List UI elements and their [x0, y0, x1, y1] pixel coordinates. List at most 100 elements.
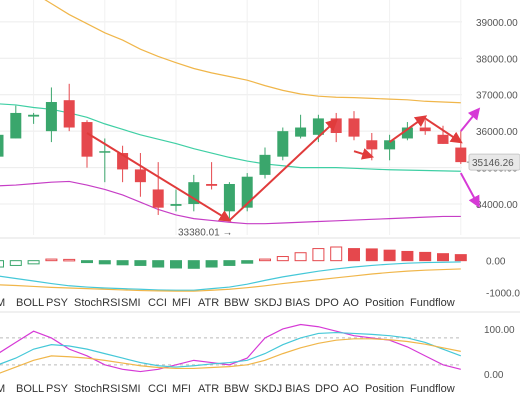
- trend-arrow: [353, 148, 375, 160]
- candle-body: [152, 189, 164, 208]
- indicator-tab-skdj[interactable]: SKDJ: [254, 297, 282, 309]
- macd-dif-line: [0, 261, 461, 291]
- candle-body: [241, 176, 253, 208]
- boll-lower-line: [0, 180, 461, 225]
- indicator-tab-fundflow[interactable]: Fundflow: [410, 383, 455, 395]
- candle-body: [45, 102, 57, 132]
- macd-hist-bar: [116, 260, 129, 266]
- trend-arrow: [460, 107, 481, 132]
- osc-d-line: [0, 331, 462, 368]
- candle-body: [10, 112, 22, 139]
- macd-hist-bar: [330, 246, 343, 262]
- macd-hist-bar: [437, 253, 449, 262]
- trend-arrow: [228, 118, 338, 222]
- macd-tick-label: 0.00: [486, 257, 506, 268]
- trend-arrow: [389, 115, 428, 143]
- macd-hist-bar: [383, 249, 396, 262]
- candle-body: [259, 154, 271, 175]
- indicator-tab-smi[interactable]: SMI: [121, 297, 141, 309]
- indicator-tab-boll[interactable]: BOLL: [16, 297, 44, 309]
- indicator-tab-position[interactable]: Position: [365, 383, 404, 395]
- price-tick-label: 38000.00: [476, 54, 518, 65]
- indicator-tab-psy[interactable]: PSY: [46, 383, 69, 395]
- indicator-tab-bbw[interactable]: BBW: [224, 383, 250, 395]
- macd-hist-bar: [152, 260, 165, 268]
- trend-arrow: [86, 132, 232, 222]
- indicator-tab-atr[interactable]: ATR: [198, 297, 219, 309]
- candle-body: [81, 122, 93, 157]
- indicator-tab-bbw[interactable]: BBW: [224, 297, 250, 309]
- candle-body: [28, 114, 40, 117]
- macd-hist-bar: [205, 260, 218, 268]
- indicator-tab-cci[interactable]: CCI: [148, 383, 167, 395]
- candle-body: [223, 183, 235, 212]
- trend-arrow: [424, 117, 463, 144]
- macd-hist-bar: [187, 260, 200, 269]
- candle-body: [117, 153, 129, 170]
- indicator-tab-dpo[interactable]: DPO: [315, 383, 339, 395]
- indicator-tab-cci[interactable]: CCI: [148, 297, 167, 309]
- candle-body: [348, 118, 360, 137]
- price-tick-label: 37000.00: [476, 91, 518, 102]
- indicator-tab-bias[interactable]: BIAS: [285, 383, 310, 395]
- macd-hist-bar: [294, 252, 307, 262]
- macd-hist-bar: [223, 260, 236, 266]
- indicator-tab-fundflow[interactable]: Fundflow: [410, 297, 455, 309]
- price-tick-label: 36000.00: [476, 127, 518, 138]
- candle-body: [134, 169, 146, 183]
- macd-hist-bar: [0, 260, 4, 268]
- macd-hist-bar: [401, 250, 414, 262]
- indicator-tab-skdj[interactable]: SKDJ: [254, 383, 282, 395]
- candle-body: [401, 127, 413, 139]
- macd-hist-bar: [348, 248, 360, 262]
- indicator-tab-bias[interactable]: BIAS: [285, 297, 310, 309]
- indicator-tab-m[interactable]: M: [0, 383, 5, 395]
- indicator-tab-stochrsi[interactable]: StochRSI: [74, 297, 120, 309]
- indicator-tab-boll[interactable]: BOLL: [16, 383, 44, 395]
- macd-hist-bar: [454, 254, 467, 262]
- macd-hist-bar: [9, 260, 22, 266]
- candle-body: [0, 134, 4, 157]
- indicator-tab-dpo[interactable]: DPO: [315, 297, 339, 309]
- macd-hist-bar: [170, 260, 182, 269]
- macd-hist-bar: [276, 256, 289, 262]
- candle-body: [312, 118, 324, 135]
- indicator-tab-mfi[interactable]: MFI: [172, 297, 191, 309]
- macd-hist-bar: [134, 260, 147, 266]
- candle-body: [419, 127, 431, 132]
- trend-arrow: [459, 172, 480, 208]
- macd-hist-bar: [365, 248, 378, 262]
- indicator-tab-stochrsi[interactable]: StochRSI: [74, 383, 120, 395]
- candle-body: [206, 183, 218, 186]
- indicator-tab-ao[interactable]: AO: [343, 383, 359, 395]
- macd-tick-label: -1000.00: [486, 288, 520, 299]
- indicator-tab-psy[interactable]: PSY: [46, 297, 69, 309]
- low-price-annotation: 33380.01 →: [178, 227, 233, 238]
- osc-tick-label: 100.00: [484, 325, 515, 336]
- price-tick-label: 39000.00: [476, 18, 518, 29]
- macd-hist-bar: [98, 260, 111, 265]
- indicator-tab-atr[interactable]: ATR: [198, 383, 219, 395]
- candle-body: [63, 100, 75, 128]
- macd-hist-bar: [81, 260, 93, 264]
- boll-upper-line: [44, 0, 461, 104]
- indicator-tab-m[interactable]: M: [0, 297, 5, 309]
- macd-dea-line: [0, 268, 461, 292]
- osc-tick-label: 0.00: [484, 370, 504, 381]
- macd-hist-bar: [419, 251, 432, 262]
- indicator-tab-position[interactable]: Position: [365, 297, 404, 309]
- osc-j-line: [0, 338, 461, 374]
- current-price-label: 35146.26: [472, 158, 514, 169]
- boll-middle-line: [0, 103, 461, 172]
- candle-body: [366, 140, 378, 150]
- candle-body: [170, 204, 182, 206]
- macd-hist-bar: [241, 260, 254, 264]
- indicator-tab-smi[interactable]: SMI: [121, 383, 141, 395]
- candle-body: [99, 151, 111, 153]
- indicator-tab-ao[interactable]: AO: [343, 297, 359, 309]
- candle-body: [455, 147, 467, 163]
- candle-body: [437, 134, 449, 144]
- indicator-tab-mfi[interactable]: MFI: [172, 383, 191, 395]
